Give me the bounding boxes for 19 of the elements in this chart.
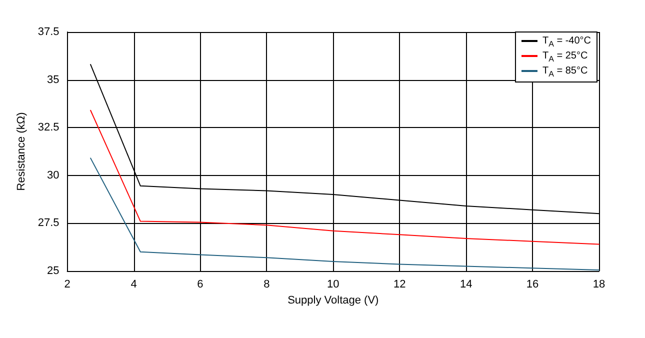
- x-tick-label: 16: [526, 278, 539, 290]
- x-tick-label: 14: [460, 278, 472, 290]
- x-axis-title: Supply Voltage (V): [288, 294, 379, 306]
- x-tick-label: 10: [327, 278, 340, 290]
- x-tick-label: 12: [393, 278, 406, 290]
- y-tick-label: 37.5: [38, 26, 60, 38]
- line-series: [90, 110, 600, 245]
- y-tick-label: 25: [47, 265, 60, 277]
- x-tick-label: 4: [130, 278, 137, 290]
- x-tick-label: 18: [592, 278, 606, 290]
- y-tick-label: 30: [47, 169, 60, 182]
- y-tick-label: 32.5: [38, 122, 60, 134]
- line-series: [90, 158, 600, 271]
- x-tick-label: 2: [64, 278, 70, 290]
- y-axis-title: Resistance (kΩ): [16, 112, 28, 191]
- x-tick-label: 8: [264, 278, 270, 290]
- x-tick-label: 6: [197, 278, 204, 290]
- y-tick-label: 27.5: [38, 217, 60, 230]
- y-tick-label: 35: [47, 74, 60, 86]
